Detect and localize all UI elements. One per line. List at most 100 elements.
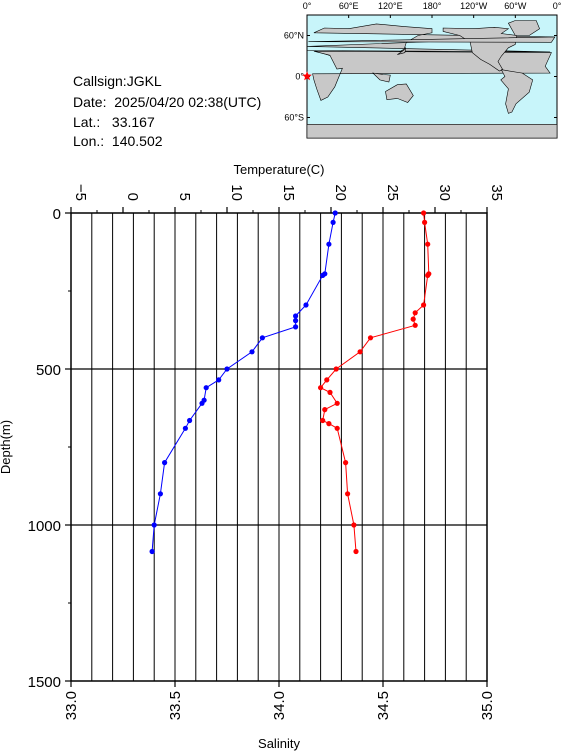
temperature-axis-label: Temperature(C) <box>233 162 324 177</box>
map-lon-label: 0° <box>303 1 312 11</box>
temperature-point <box>412 310 418 316</box>
latitude-text: Lat.: 33.167 <box>73 114 155 130</box>
salinity-point <box>293 324 299 330</box>
salinity-tick-label: 34.0 <box>271 691 288 720</box>
plot-frame <box>70 212 488 682</box>
depth-tick-label: 0 <box>53 206 61 223</box>
temperature-line <box>319 212 430 552</box>
salinity-point <box>201 397 207 403</box>
salinity-point <box>151 522 157 528</box>
salinity-axis-label: Salinity <box>258 736 300 751</box>
temperature-tick-label: 20 <box>332 184 349 201</box>
world-map: 0° 60°E 120°E 180° 120°W 60°W 0° 60°N 0° 60°S <box>284 1 562 139</box>
temperature-tick-label: 35 <box>488 184 505 201</box>
callsign-text: Callsign:JGKL <box>73 73 162 89</box>
temperature-point <box>322 407 328 413</box>
map-lon-label: 120°E <box>378 1 403 11</box>
salinity-point <box>303 302 309 308</box>
salinity-tick-label: 35.0 <box>479 691 496 720</box>
temperature-tick-label: 5 <box>176 193 193 201</box>
temperature-tick-label: 10 <box>228 184 245 201</box>
temperature-point <box>327 389 333 395</box>
date-text: Date: 2025/04/20 02:38(UTC) <box>73 94 262 110</box>
salinity-point <box>330 219 336 225</box>
map-lon-label: 0° <box>553 1 562 11</box>
map-lon-label: 60°W <box>504 1 527 11</box>
land-mass <box>385 83 414 103</box>
salinity-point <box>187 417 193 424</box>
temperature-point <box>422 219 428 225</box>
salinity-point <box>224 366 230 372</box>
salinity-point <box>157 491 163 497</box>
map-lon-label: 180° <box>423 1 442 11</box>
temperature-point <box>324 377 330 383</box>
longitude-text: Lon.: 140.502 <box>73 133 163 149</box>
temperature-point <box>334 425 340 431</box>
salinity-point <box>182 425 188 431</box>
temperature-point <box>421 302 427 308</box>
map-lat-label: 60°N <box>284 31 304 41</box>
land-mass <box>397 46 407 55</box>
depth-tick-label: 1000 <box>28 518 61 535</box>
land-mass <box>507 20 540 36</box>
temperature-point <box>318 385 324 391</box>
temperature-tick-label: −5 <box>72 184 89 201</box>
star-icon <box>302 71 312 81</box>
salinity-point <box>332 210 338 216</box>
land-mass <box>308 36 556 43</box>
depth-tick-label: 1500 <box>28 674 61 691</box>
temperature-point <box>367 335 374 341</box>
temperature-tick-label: 15 <box>280 184 297 201</box>
salinity-point <box>322 271 328 277</box>
salinity-tick-label: 33.0 <box>63 691 80 720</box>
salinity-point <box>249 349 255 355</box>
land-mass <box>372 72 391 83</box>
salinity-series <box>149 210 338 555</box>
temperature-point <box>326 421 332 427</box>
salinity-point <box>293 318 299 324</box>
temperature-tick-label: 25 <box>384 184 401 201</box>
salinity-tick-label: 34.5 <box>375 691 392 720</box>
salinity-point <box>162 460 168 466</box>
station-star <box>302 71 312 81</box>
map-lon-label: 60°E <box>339 1 359 11</box>
temperature-series <box>318 210 432 555</box>
salinity-point <box>199 400 205 406</box>
temperature-point <box>421 210 427 216</box>
salinity-point <box>149 548 155 555</box>
map-lat-label: 60°S <box>284 113 304 123</box>
temperature-point <box>345 491 351 497</box>
salinity-point <box>320 272 326 278</box>
temperature-point <box>320 417 326 424</box>
salinity-tick-label: 33.5 <box>167 691 184 720</box>
series-layer <box>149 210 432 555</box>
temperature-tick-label: 30 <box>436 184 453 201</box>
map-lon-label: 120°W <box>460 1 488 11</box>
map-labels: 0° 60°E 120°E 180° 120°W 60°W 0° 60°N 0° 60°S <box>284 1 562 123</box>
salinity-point <box>293 313 299 319</box>
temperature-point <box>353 548 359 555</box>
map-land <box>306 20 558 139</box>
map-lat-label: 0° <box>295 72 304 82</box>
temperature-tick-label: 0 <box>124 193 141 201</box>
temperature-point <box>425 241 431 247</box>
temperature-point <box>425 272 431 278</box>
temperature-point <box>351 522 357 528</box>
salinity-point <box>216 377 222 383</box>
depth-axis-label: Depth(m) <box>0 420 13 474</box>
temperature-point <box>357 349 363 355</box>
salinity-point <box>259 335 265 341</box>
temperature-point <box>343 460 349 466</box>
chart-ticks: −5 0 5 10 15 20 25 30 35 33.0 33.5 34.0 34.5 35.0 0 500… <box>28 184 505 720</box>
temperature-point <box>426 271 432 277</box>
salinity-point <box>326 241 332 247</box>
temperature-point <box>410 316 416 322</box>
land-mass <box>500 69 534 114</box>
temperature-point <box>333 366 339 372</box>
land-mass <box>306 124 558 139</box>
salinity-point <box>203 385 209 391</box>
chart-grid <box>71 213 487 681</box>
temperature-point <box>334 400 340 406</box>
temperature-point <box>412 322 418 328</box>
depth-tick-label: 500 <box>36 362 61 379</box>
